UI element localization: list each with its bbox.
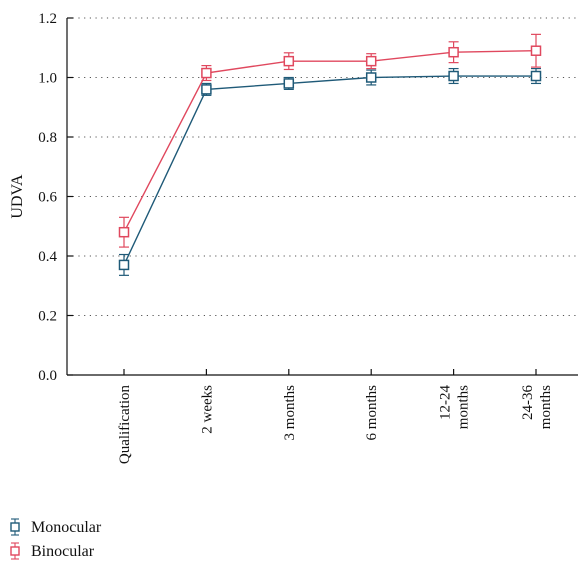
data-point [448, 70, 459, 82]
x-axis-ticks: Qualification 2 weeks 3 months 6 months 12-2… [117, 369, 554, 464]
x-tick-label-group: 2 weeks [199, 385, 215, 434]
y-axis-label: UDVA [9, 174, 26, 219]
x-tick-label: 3 months [282, 385, 298, 441]
data-point [201, 67, 212, 79]
y-tick-label: 0.6 [38, 190, 57, 206]
x-tick-label-group: Qualification [117, 385, 133, 465]
y-axis-ticks: 0.0 0.2 0.4 0.6 0.8 1.0 1.2 [38, 11, 73, 384]
x-tick-label: 2 weeks [199, 385, 215, 434]
x-tick-label-group: 12-24 months [438, 385, 472, 430]
y-tick-label: 0.2 [38, 309, 57, 325]
x-tick-label: months [538, 385, 554, 429]
data-point [283, 78, 295, 89]
x-tick-label-group: 3 months [282, 385, 298, 441]
y-tick-label: 0.8 [38, 130, 57, 146]
data-point [530, 70, 542, 82]
data-point [365, 72, 377, 83]
x-tick-label: 24-36 [520, 385, 536, 420]
data-point [201, 84, 212, 95]
legend-marker [10, 546, 20, 556]
x-tick-label: Qualification [117, 385, 133, 465]
y-tick-label: 1.0 [38, 71, 57, 87]
legend-item-binocular: Binocular [10, 542, 95, 560]
x-tick-label: 12-24 [438, 385, 454, 420]
y-tick-label: 0.4 [38, 249, 57, 265]
series-line [123, 75, 536, 266]
data-point [448, 46, 459, 58]
y-tick-label: 1.2 [38, 11, 57, 27]
legend-label: Monocular [31, 519, 102, 536]
data-point [283, 55, 295, 67]
legend: Monocular Binocular [10, 518, 102, 560]
x-tick-label-group: 24-36 months [520, 385, 554, 430]
series-monocular [118, 67, 542, 276]
gridlines [67, 17, 578, 316]
series-line [123, 50, 537, 233]
data-point [118, 259, 130, 271]
data-point [118, 226, 130, 238]
series-layer [118, 33, 542, 276]
x-tick-label: months [456, 385, 472, 429]
legend-item-monocular: Monocular [10, 518, 102, 536]
data-point [530, 45, 542, 56]
data-point [365, 55, 377, 67]
x-tick-label: 6 months [364, 385, 380, 441]
series-binocular [118, 33, 542, 248]
y-tick-label: 0.0 [38, 368, 57, 384]
legend-label: Binocular [31, 543, 95, 560]
legend-marker [10, 522, 20, 532]
x-tick-label-group: 6 months [364, 385, 380, 441]
